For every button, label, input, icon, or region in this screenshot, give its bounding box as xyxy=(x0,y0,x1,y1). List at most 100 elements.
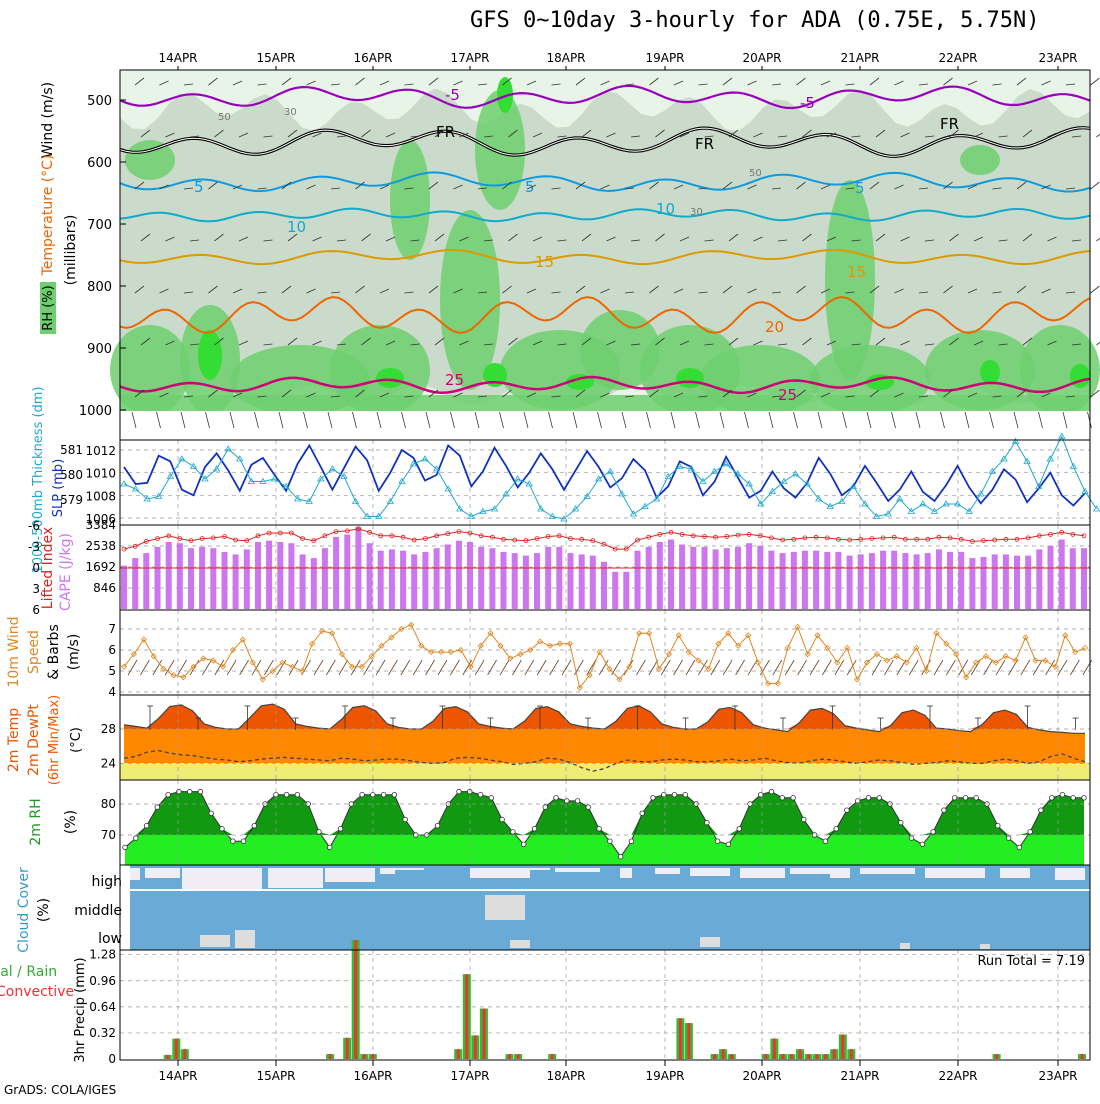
precip-convective-bar xyxy=(183,1049,186,1059)
axis-label-li: Lifted Index xyxy=(40,527,56,609)
precip-convective-bar xyxy=(175,1039,178,1059)
cape-bar xyxy=(512,553,518,609)
rh-point xyxy=(532,827,537,832)
axis-label-wind-speed: Speed xyxy=(26,630,42,674)
temperature-max-fill xyxy=(124,704,1085,729)
date-label-top: 21APR xyxy=(840,51,879,65)
precip-convective-bar xyxy=(482,1009,485,1060)
contour-label: FR xyxy=(695,135,714,153)
contour-label: FR xyxy=(436,123,455,141)
rh-point xyxy=(220,827,225,832)
precip-convective-bar xyxy=(687,1023,690,1059)
rh-point xyxy=(618,854,623,859)
axis-label-rh-2m: 2m RH xyxy=(28,798,44,845)
cloud-high-gap xyxy=(620,868,632,878)
cape-bar xyxy=(757,546,763,609)
cape-bar xyxy=(523,556,529,609)
cape-bar xyxy=(545,547,551,609)
cloud-high-gap xyxy=(860,868,915,874)
cape-bar xyxy=(936,549,942,609)
date-label-top: 15APR xyxy=(256,51,295,65)
precip-convective-bar xyxy=(354,940,357,1059)
contour-label: 5 xyxy=(194,178,204,196)
rh-point xyxy=(489,796,494,801)
wind-barb xyxy=(674,660,683,675)
wind-barb xyxy=(227,660,236,675)
wind-barb xyxy=(1097,130,1100,137)
cape-bar xyxy=(501,552,507,609)
cloud-level-label: low xyxy=(98,931,122,947)
cape-bar xyxy=(612,572,618,609)
wind-speed-line xyxy=(124,625,1085,688)
wind-barb xyxy=(723,660,732,675)
wind-barb xyxy=(450,660,459,675)
rh-point xyxy=(597,827,602,832)
precip-convective-bar xyxy=(465,974,468,1059)
cape-bar xyxy=(768,551,774,609)
cape-bar xyxy=(288,543,294,609)
wind-barb xyxy=(574,660,583,675)
rh-point xyxy=(1039,808,1044,813)
wind-barb xyxy=(686,660,695,675)
rh-point xyxy=(134,836,139,841)
precip-convective-bar xyxy=(363,1054,366,1059)
wind-barb xyxy=(946,660,955,675)
rh-point xyxy=(1028,830,1033,835)
cape-bar xyxy=(568,553,574,609)
wind-barb xyxy=(351,660,360,675)
cape-bar xyxy=(1059,540,1065,610)
axis-label-cloud-units: (%) xyxy=(36,898,52,922)
date-label-bottom: 18APR xyxy=(546,1069,585,1083)
rh-point xyxy=(672,792,677,797)
cape-bar xyxy=(322,548,328,609)
pressure-tick-label: 600 xyxy=(87,156,112,171)
contour-label: 5 xyxy=(855,179,865,197)
cape-bar xyxy=(210,548,216,609)
cloud-high-gap xyxy=(530,868,550,870)
rh-point xyxy=(565,799,570,804)
contour-label: 15 xyxy=(847,263,866,281)
date-label-bottom: 23APR xyxy=(1038,1069,1077,1083)
cape-bar xyxy=(981,557,987,609)
rh-point xyxy=(996,823,1001,828)
rh-point xyxy=(586,805,591,810)
chart-title: GFS 0~10day 3-hourly for ADA (0.75E, 5.7… xyxy=(470,8,1040,33)
cape-tick-label: 2538 xyxy=(85,539,116,553)
cape-bar xyxy=(902,553,908,609)
wind-barb xyxy=(636,660,645,675)
rh-point xyxy=(155,805,160,810)
cape-bar xyxy=(780,553,786,609)
rh-point xyxy=(521,842,526,847)
date-label-top: 18APR xyxy=(546,51,585,65)
axis-label-minmax: (6hr Min/Max) xyxy=(47,695,62,785)
cape-bar xyxy=(679,545,685,610)
date-label-top: 23APR xyxy=(1038,51,1077,65)
axis-label-temp: 2m Temp xyxy=(6,708,22,772)
wind-barb xyxy=(240,660,249,675)
temp-tick-label: 24 xyxy=(101,756,116,770)
cape-bar xyxy=(389,549,395,609)
precip-convective-bar xyxy=(764,1054,767,1059)
rh-point xyxy=(629,839,634,844)
precip-convective-bar xyxy=(346,1038,349,1059)
contour-label: 10 xyxy=(656,200,675,218)
cloud-high-gap xyxy=(830,868,850,878)
rh-point xyxy=(640,811,645,816)
cloud-high-gap xyxy=(182,868,262,890)
li-tick-label: 6 xyxy=(32,603,40,617)
cape-bar xyxy=(869,553,875,609)
pressure-tick-label: 500 xyxy=(87,94,112,109)
rh-point xyxy=(1071,796,1076,801)
cape-bar xyxy=(702,547,708,609)
cape-bar xyxy=(635,551,641,609)
cape-bar xyxy=(969,558,975,609)
thickness-point xyxy=(121,481,127,486)
precip-convective-bar xyxy=(713,1054,716,1059)
rh-point xyxy=(1006,836,1011,841)
wind-tick-label: 4 xyxy=(108,685,116,699)
rh-point xyxy=(435,823,440,828)
cloud-gap xyxy=(700,937,720,947)
cape-bar xyxy=(1025,556,1031,609)
cloud-high-gap xyxy=(655,868,680,874)
rh-point xyxy=(705,820,710,825)
